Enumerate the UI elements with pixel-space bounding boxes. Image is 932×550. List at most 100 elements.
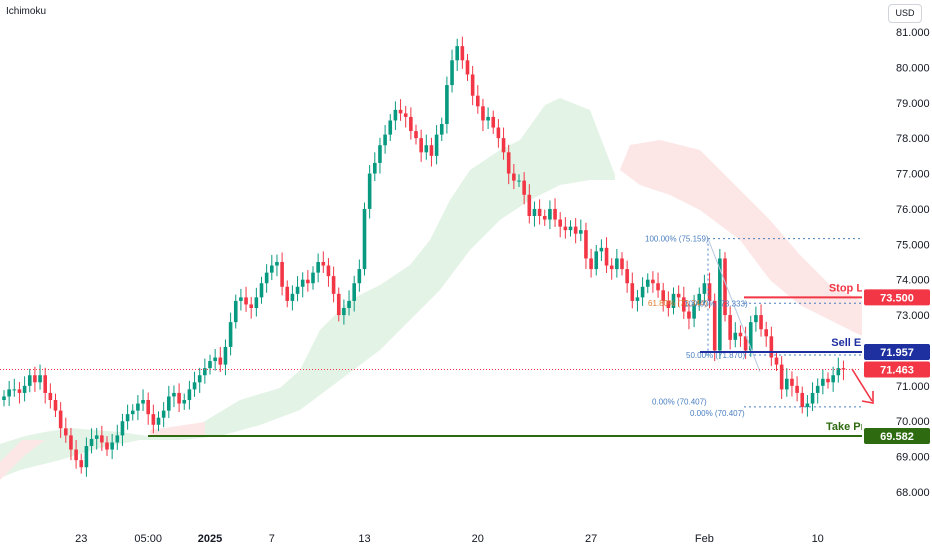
sell-entry-badge[interactable]: 71.957 xyxy=(864,343,930,360)
candle[interactable] xyxy=(403,105,408,128)
candle[interactable] xyxy=(491,110,496,134)
candle[interactable] xyxy=(352,275,356,312)
candle[interactable] xyxy=(177,383,181,413)
candle[interactable] xyxy=(553,198,557,227)
candle[interactable] xyxy=(197,367,202,393)
candle[interactable] xyxy=(445,76,449,134)
candle[interactable] xyxy=(64,417,68,443)
candle[interactable] xyxy=(342,299,346,325)
candles[interactable] xyxy=(2,36,846,477)
candle[interactable] xyxy=(79,453,84,474)
candle[interactable] xyxy=(419,129,423,162)
candle[interactable] xyxy=(486,107,490,129)
candle[interactable] xyxy=(537,199,542,225)
candle[interactable] xyxy=(7,380,11,407)
candle[interactable] xyxy=(388,114,393,141)
candle[interactable] xyxy=(336,287,341,322)
candle[interactable] xyxy=(105,436,109,456)
candle[interactable] xyxy=(357,259,362,292)
candle[interactable] xyxy=(367,165,372,219)
candle[interactable] xyxy=(393,101,398,131)
candle[interactable] xyxy=(254,287,259,317)
candle[interactable] xyxy=(120,413,125,446)
candle[interactable] xyxy=(326,258,331,287)
candle[interactable] xyxy=(434,125,439,165)
candle[interactable] xyxy=(470,65,475,106)
candle[interactable] xyxy=(285,280,290,308)
candle[interactable] xyxy=(697,287,702,311)
candle[interactable] xyxy=(115,424,120,450)
candle[interactable] xyxy=(249,297,253,319)
indicator-label[interactable]: Ichimoku xyxy=(6,6,47,17)
candle[interactable] xyxy=(836,357,841,383)
candle[interactable] xyxy=(723,252,727,322)
candle[interactable] xyxy=(676,285,681,307)
candle[interactable] xyxy=(167,385,171,419)
candle[interactable] xyxy=(579,219,583,242)
candle[interactable] xyxy=(661,282,665,312)
candle[interactable] xyxy=(666,291,671,317)
candle[interactable] xyxy=(542,209,547,226)
candle[interactable] xyxy=(754,306,758,332)
candle[interactable] xyxy=(558,212,562,238)
candle[interactable] xyxy=(58,402,63,438)
candle[interactable] xyxy=(779,356,784,399)
candle[interactable] xyxy=(141,389,145,411)
candle[interactable] xyxy=(821,369,825,395)
candle[interactable] xyxy=(517,174,521,187)
take-profit-badge[interactable]: 69.582 xyxy=(864,428,930,445)
candle[interactable] xyxy=(527,184,532,224)
candle[interactable] xyxy=(295,276,300,302)
candle[interactable] xyxy=(130,404,135,421)
candle[interactable] xyxy=(707,272,712,309)
candle[interactable] xyxy=(748,315,753,357)
candle[interactable] xyxy=(378,137,382,174)
candle[interactable] xyxy=(594,245,599,276)
candle[interactable] xyxy=(429,137,434,167)
candle[interactable] xyxy=(589,248,593,278)
candle[interactable] xyxy=(2,390,6,407)
candle[interactable] xyxy=(702,274,707,304)
candle[interactable] xyxy=(347,290,351,316)
candle[interactable] xyxy=(275,254,279,277)
candle[interactable] xyxy=(584,222,588,270)
candle[interactable] xyxy=(398,99,403,121)
candle[interactable] xyxy=(805,395,810,417)
candle[interactable] xyxy=(548,200,552,230)
candle[interactable] xyxy=(635,289,640,312)
candle[interactable] xyxy=(810,382,815,411)
candle[interactable] xyxy=(615,248,619,278)
candle[interactable] xyxy=(573,218,578,244)
candle[interactable] xyxy=(496,119,501,148)
candle[interactable] xyxy=(651,271,655,293)
candle[interactable] xyxy=(795,376,799,402)
candle[interactable] xyxy=(424,134,429,160)
candle[interactable] xyxy=(125,404,130,430)
candle[interactable] xyxy=(69,427,73,461)
candle[interactable] xyxy=(48,383,53,409)
candle[interactable] xyxy=(460,36,465,69)
candle[interactable] xyxy=(563,217,568,239)
candle[interactable] xyxy=(774,351,779,371)
candle[interactable] xyxy=(208,354,212,375)
time-axis[interactable]: 23 05:00 2025 7 13 20 27 Feb 10 xyxy=(75,533,824,545)
candle[interactable] xyxy=(161,402,166,428)
candle[interactable] xyxy=(522,172,526,205)
candle[interactable] xyxy=(27,368,32,393)
stop-loss-badge[interactable]: 73.500 xyxy=(864,289,930,306)
candle[interactable] xyxy=(465,53,470,81)
candle[interactable] xyxy=(439,117,444,141)
candle[interactable] xyxy=(759,304,763,337)
candle[interactable] xyxy=(146,392,150,425)
candle[interactable] xyxy=(512,163,516,190)
candle[interactable] xyxy=(604,237,609,273)
candle[interactable] xyxy=(743,326,748,359)
candle[interactable] xyxy=(625,260,629,293)
candle[interactable] xyxy=(239,288,243,311)
candle[interactable] xyxy=(213,349,217,371)
currency-button[interactable]: USD xyxy=(888,4,922,23)
candle[interactable] xyxy=(192,371,197,397)
candle[interactable] xyxy=(373,152,377,181)
candle[interactable] xyxy=(609,258,614,280)
